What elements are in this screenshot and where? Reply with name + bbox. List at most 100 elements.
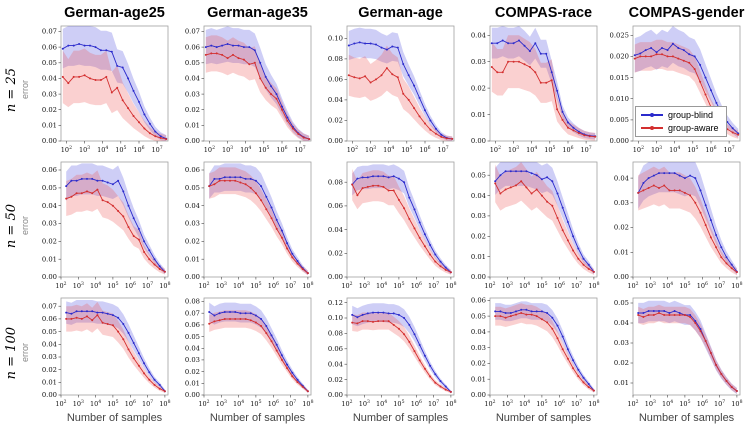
- svg-text:0.02: 0.02: [42, 106, 57, 114]
- svg-text:0.015: 0.015: [610, 74, 629, 82]
- svg-text:105: 105: [679, 281, 690, 290]
- svg-text:102: 102: [341, 399, 352, 408]
- svg-text:104: 104: [662, 399, 673, 408]
- subplot-n50-german-age: 0.00 0.02 0.04 0.06 0.08 102 103 104 105 106 107 10…: [316, 158, 459, 294]
- subplot-n100-german-age: 0.00 0.02 0.04 0.06 0.08 0.10 0.12 102 103 104 105…: [316, 294, 459, 412]
- svg-text:0.04: 0.04: [328, 360, 343, 368]
- svg-text:0.03: 0.03: [471, 344, 486, 352]
- svg-text:0.00: 0.00: [471, 273, 486, 281]
- svg-text:105: 105: [393, 399, 404, 408]
- x-axis-labels-row: Number of samples Number of samples Numb…: [0, 412, 747, 432]
- svg-text:0.04: 0.04: [471, 192, 486, 200]
- svg-text:102: 102: [347, 145, 358, 154]
- svg-text:0.04: 0.04: [471, 32, 486, 40]
- plot-row-n50: n = 50 error 0.00 0.01 0.02 0.03 0.04 0.05 0.0…: [0, 158, 747, 294]
- svg-text:0.04: 0.04: [42, 202, 57, 210]
- svg-text:104: 104: [240, 145, 251, 154]
- svg-text:0.025: 0.025: [610, 32, 629, 40]
- svg-text:0.06: 0.06: [185, 321, 200, 329]
- svg-text:106: 106: [554, 281, 565, 290]
- svg-text:0.03: 0.03: [471, 212, 486, 220]
- svg-text:0.05: 0.05: [42, 184, 57, 192]
- svg-text:0.02: 0.02: [328, 250, 343, 258]
- svg-text:108: 108: [731, 281, 742, 290]
- svg-text:0.00: 0.00: [471, 137, 486, 145]
- svg-text:102: 102: [55, 281, 66, 290]
- svg-text:0.08: 0.08: [185, 298, 200, 306]
- subplot-n100-compas-race: 0.00 0.01 0.02 0.03 0.04 0.05 0.06 102 103 104 105…: [459, 294, 602, 412]
- svg-text:103: 103: [645, 281, 656, 290]
- svg-text:106: 106: [705, 145, 716, 154]
- subplot-n50-compas-gender: 0.00 0.01 0.02 0.03 0.04 102 103 104 105 106 107 10…: [602, 158, 745, 294]
- svg-text:103: 103: [79, 145, 90, 154]
- svg-text:103: 103: [502, 399, 513, 408]
- svg-text:104: 104: [526, 145, 537, 154]
- svg-text:103: 103: [359, 399, 370, 408]
- svg-text:0.06: 0.06: [471, 297, 486, 305]
- svg-text:107: 107: [580, 145, 591, 154]
- svg-text:105: 105: [401, 145, 412, 154]
- svg-text:105: 105: [687, 145, 698, 154]
- svg-text:103: 103: [651, 145, 662, 154]
- svg-text:0.06: 0.06: [328, 202, 343, 210]
- group-blind-marker-icon: [641, 112, 663, 119]
- col-title-german-age35: German-age35: [207, 5, 308, 21]
- col-title-german-age25: German-age25: [64, 5, 165, 21]
- svg-text:0.00: 0.00: [471, 391, 486, 399]
- svg-text:0.02: 0.02: [614, 359, 629, 367]
- svg-text:103: 103: [73, 399, 84, 408]
- svg-text:106: 106: [411, 281, 422, 290]
- svg-text:103: 103: [216, 281, 227, 290]
- svg-text:103: 103: [73, 281, 84, 290]
- svg-text:0.04: 0.04: [185, 202, 200, 210]
- y-axis-label: error: [20, 80, 30, 100]
- svg-text:107: 107: [142, 281, 153, 290]
- svg-text:0.01: 0.01: [471, 111, 486, 119]
- svg-text:0.01: 0.01: [42, 122, 57, 130]
- svg-text:108: 108: [445, 281, 456, 290]
- svg-text:0.04: 0.04: [614, 174, 629, 182]
- svg-text:107: 107: [437, 145, 448, 154]
- svg-text:107: 107: [285, 399, 296, 408]
- svg-text:0.02: 0.02: [185, 368, 200, 376]
- svg-text:108: 108: [731, 399, 742, 408]
- svg-text:105: 105: [107, 399, 118, 408]
- svg-text:104: 104: [376, 281, 387, 290]
- svg-text:0.06: 0.06: [42, 43, 57, 51]
- svg-text:102: 102: [490, 145, 501, 154]
- svg-text:0.03: 0.03: [42, 220, 57, 228]
- x-axis-label: Number of samples: [352, 412, 449, 424]
- svg-text:107: 107: [714, 399, 725, 408]
- col-title-compas-gender: COMPAS-gender: [628, 5, 745, 21]
- svg-text:106: 106: [125, 281, 136, 290]
- svg-text:0.06: 0.06: [328, 345, 343, 353]
- subplot-n50-german-age35: 0.00 0.01 0.02 0.03 0.04 0.05 0.06 102 103 104 105…: [173, 158, 316, 294]
- subplot-n100-german-age35: 0.00 0.01 0.02 0.03 0.04 0.05 0.06 0.07 0.08 102 1…: [173, 294, 316, 412]
- svg-text:107: 107: [428, 281, 439, 290]
- col-title-german-age: German-age: [358, 5, 443, 21]
- svg-text:105: 105: [115, 145, 126, 154]
- svg-text:0.02: 0.02: [185, 106, 200, 114]
- svg-text:0.03: 0.03: [471, 58, 486, 66]
- svg-text:0.01: 0.01: [42, 379, 57, 387]
- svg-text:0.07: 0.07: [42, 302, 57, 310]
- svg-text:0.01: 0.01: [42, 255, 57, 263]
- svg-text:107: 107: [151, 145, 162, 154]
- svg-text:0.07: 0.07: [185, 309, 200, 317]
- svg-text:0.02: 0.02: [185, 238, 200, 246]
- svg-text:0.01: 0.01: [185, 255, 200, 263]
- svg-text:0.06: 0.06: [185, 43, 200, 51]
- svg-text:102: 102: [61, 145, 72, 154]
- svg-text:0.02: 0.02: [471, 360, 486, 368]
- svg-text:107: 107: [571, 399, 582, 408]
- svg-text:0.020: 0.020: [610, 53, 629, 61]
- svg-text:0.07: 0.07: [185, 28, 200, 36]
- svg-text:0.05: 0.05: [42, 59, 57, 67]
- svg-text:0.04: 0.04: [42, 341, 57, 349]
- svg-text:0.010: 0.010: [610, 95, 629, 103]
- svg-text:108: 108: [302, 281, 313, 290]
- svg-text:0.08: 0.08: [328, 330, 343, 338]
- svg-text:105: 105: [250, 399, 261, 408]
- svg-text:103: 103: [216, 399, 227, 408]
- svg-text:0.04: 0.04: [185, 75, 200, 83]
